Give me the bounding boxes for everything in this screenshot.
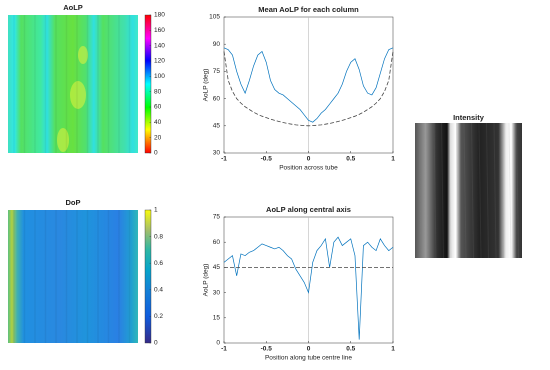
y-tick-label: 45	[213, 264, 221, 271]
colorbar-tick-label: 0.6	[154, 260, 163, 267]
y-tick-label: 0	[216, 340, 220, 347]
x-tick-label: -0.5	[261, 346, 273, 353]
x-tick-label: 0	[307, 156, 311, 163]
colorbar-tick-label: 60	[154, 104, 162, 111]
image	[415, 123, 522, 258]
panel-title: Mean AoLP for each column	[258, 5, 359, 14]
image	[8, 15, 138, 153]
colorbar	[144, 209, 152, 344]
texture	[441, 122, 444, 259]
series-line	[223, 47, 394, 123]
panel-title: Intensity	[453, 113, 485, 122]
x-tick-label: -1	[221, 346, 227, 353]
texture	[433, 122, 437, 259]
series-line	[223, 236, 394, 340]
x-tick-label: -0.5	[261, 156, 273, 163]
colorbar-tick-label: 180	[154, 12, 165, 19]
series-line	[223, 51, 394, 127]
texture	[471, 122, 474, 259]
texture	[463, 122, 467, 259]
texture	[456, 122, 459, 259]
colorbar-tick-label: 20	[154, 134, 162, 141]
colorbar	[144, 14, 152, 154]
texture	[57, 128, 69, 152]
colorbar-tick-label: 140	[154, 42, 165, 49]
y-tick-label: 75	[213, 214, 221, 221]
panel-title: AoLP along central axis	[266, 205, 351, 214]
colorbar-tick-label: 80	[154, 88, 162, 95]
x-tick-label: 0.5	[346, 346, 355, 353]
texture	[426, 122, 429, 259]
texture	[508, 122, 512, 259]
y-tick-label: 30	[213, 150, 221, 157]
texture	[418, 122, 422, 259]
colorbar-tick-label: 0	[154, 150, 158, 157]
colorbar-tick-label: 120	[154, 58, 165, 65]
texture	[78, 46, 88, 64]
panel-title: DoP	[66, 198, 81, 207]
y-axis-label: AoLP (deg)	[203, 264, 210, 297]
y-tick-label: 75	[213, 68, 221, 75]
colorbar-tick-label: 0.4	[154, 287, 163, 294]
colorbar-tick-label: 160	[154, 27, 165, 34]
colorbar-tick-label: 0.8	[154, 233, 163, 240]
colorbar-tick-label: 1	[154, 207, 158, 214]
y-tick-label: 30	[213, 289, 221, 296]
x-tick-label: 1	[391, 346, 395, 353]
x-tick-label: 0.5	[346, 156, 355, 163]
texture	[448, 122, 452, 259]
x-axis-label: Position across tube	[279, 165, 338, 172]
x-tick-label: -1	[221, 156, 227, 163]
x-tick-label: 0	[307, 346, 311, 353]
colorbar-tick-label: 0	[154, 340, 158, 347]
colorbar-tick-label: 0.2	[154, 313, 163, 320]
y-tick-label: 105	[209, 14, 220, 21]
image	[8, 210, 138, 343]
panel-title: AoLP	[63, 3, 83, 12]
x-axis-label: Position along tube centre line	[265, 355, 352, 362]
y-tick-label: 90	[213, 41, 221, 48]
colorbar-tick-label: 40	[154, 119, 162, 126]
texture	[501, 122, 504, 259]
colorbar-tick-label: 100	[154, 73, 165, 80]
y-tick-label: 15	[213, 315, 221, 322]
y-tick-label: 60	[213, 239, 221, 246]
y-tick-label: 45	[213, 123, 221, 130]
texture	[70, 81, 86, 109]
texture	[516, 122, 519, 259]
texture	[478, 122, 482, 259]
x-tick-label: 1	[391, 156, 395, 163]
y-axis-label: AoLP (deg)	[203, 69, 210, 102]
texture	[493, 122, 497, 259]
texture	[486, 122, 489, 259]
y-tick-label: 60	[213, 95, 221, 102]
